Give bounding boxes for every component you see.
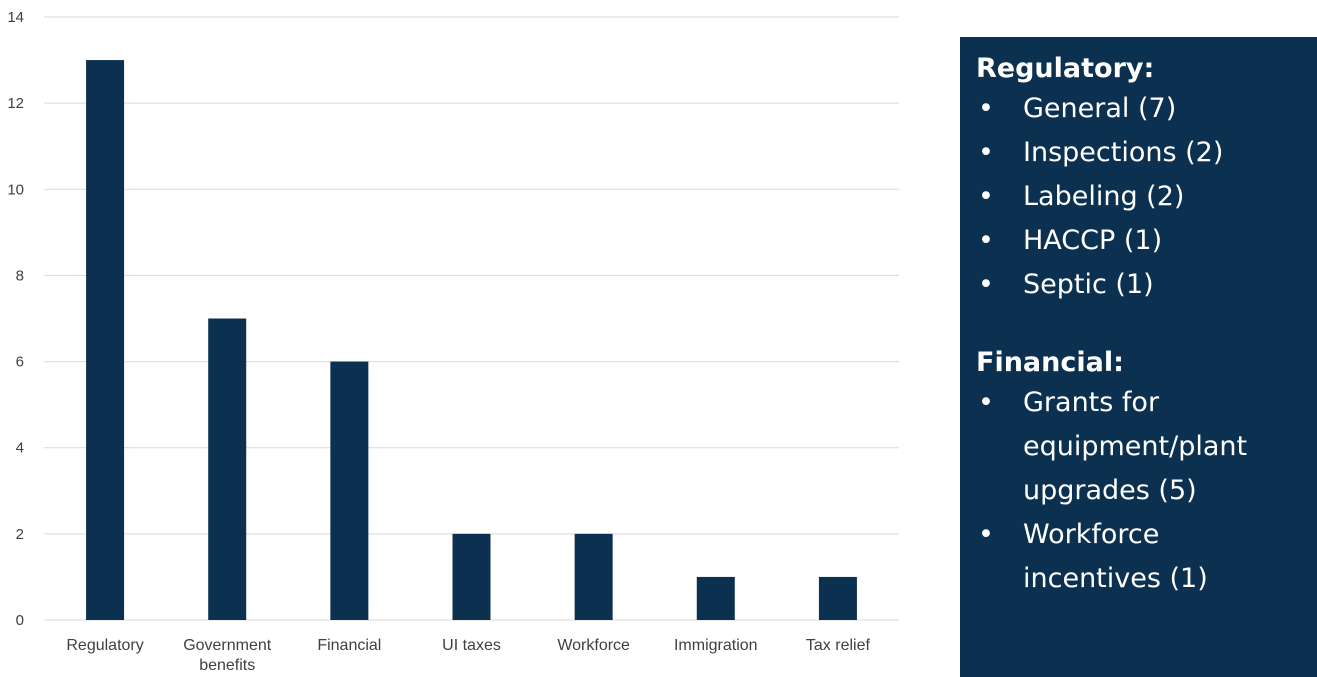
x-tick-label: Immigration (674, 637, 758, 654)
y-tick-label: 4 (16, 440, 24, 457)
bullet-icon: • (978, 269, 994, 300)
x-tick-label: UI taxes (442, 637, 501, 654)
x-tick-label: Workforce (557, 637, 630, 654)
bullet-icon: • (978, 93, 994, 124)
y-tick-label: 10 (7, 181, 24, 198)
y-tick-label: 14 (7, 9, 24, 26)
y-tick-label: 2 (16, 526, 24, 543)
bar (574, 533, 613, 620)
panel-section: Financial: • Grants for equipment/plant up… (976, 345, 1317, 601)
bar (696, 576, 735, 620)
bullet-icon: • (978, 225, 994, 256)
list-item-text: HACCP (1) (1023, 225, 1163, 256)
bar (330, 361, 369, 620)
list-item: • Septic (1) (976, 263, 1317, 307)
panel-list: • General (7) • Inspections (2) • Labeling (2… (976, 87, 1317, 307)
y-tick-label: 0 (16, 612, 24, 629)
list-item: • General (7) (976, 87, 1317, 131)
panel-heading: Financial: (976, 347, 1124, 378)
list-item: • Labeling (2) (976, 175, 1317, 219)
panel-list: • Grants for equipment/plant upgrades (5)… (976, 381, 1317, 601)
bar (208, 318, 247, 620)
y-tick-label: 8 (16, 267, 24, 284)
bar (86, 60, 125, 621)
list-item-text: Labeling (2) (1023, 181, 1185, 212)
bar-chart: 0 2 4 6 8 10 12 14 Regulatory Government benefits F… (7, 9, 899, 674)
notes-panel: Regulatory: • General (7) • Inspections (2) •… (960, 37, 1317, 677)
bullet-icon: • (978, 519, 994, 550)
bar (452, 533, 491, 620)
bullet-icon: • (978, 137, 994, 168)
bar (818, 576, 857, 620)
list-item-text: Septic (1) (1023, 269, 1154, 300)
list-item-text: Grants for equipment/plant upgrades (5) (1023, 387, 1248, 506)
y-tick-label: 6 (16, 354, 24, 371)
bullet-icon: • (978, 181, 994, 212)
y-tick-label: 12 (7, 95, 24, 112)
list-item: • Inspections (2) (976, 131, 1317, 175)
list-item: • Workforce incentives (1) (976, 513, 1317, 601)
list-item: • HACCP (1) (976, 219, 1317, 263)
list-item-text: Workforce incentives (1) (1023, 519, 1208, 594)
list-item: • Grants for equipment/plant upgrades (5) (976, 381, 1317, 513)
list-item-text: Inspections (2) (1023, 137, 1224, 168)
x-tick-label: Regulatory (66, 637, 143, 654)
x-tick-label: Financial (317, 637, 381, 654)
bullet-icon: • (978, 387, 994, 418)
x-tick-label: Tax relief (806, 637, 871, 654)
panel-section: Regulatory: • General (7) • Inspections (2) •… (976, 51, 1317, 307)
x-tick-label: Government benefits (183, 637, 272, 674)
panel-heading: Regulatory: (976, 53, 1155, 84)
list-item-text: General (7) (1023, 93, 1177, 124)
